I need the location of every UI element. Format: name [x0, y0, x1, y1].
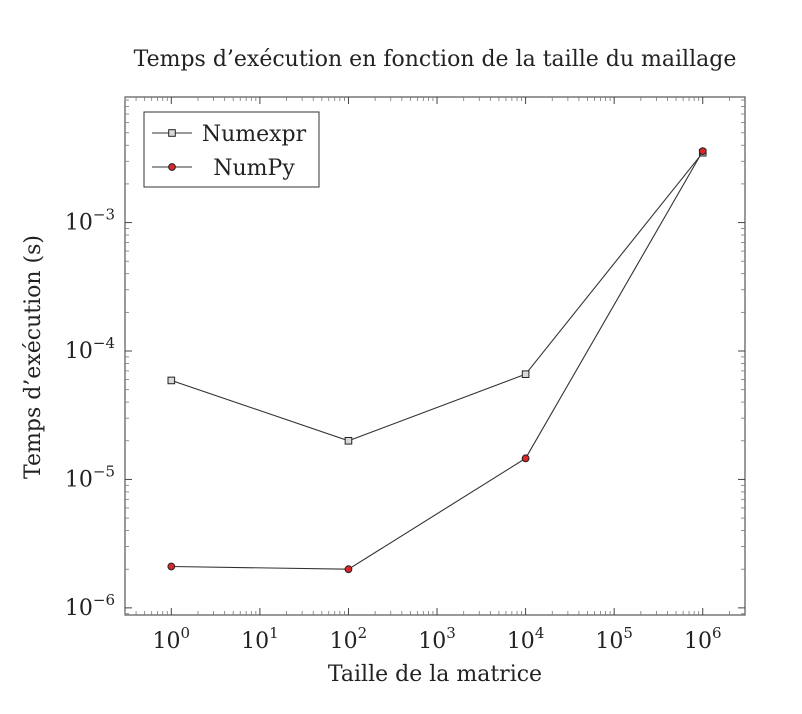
y-tick-label: 10−5 [65, 462, 115, 492]
x-axis-label: Taille de la matrice [328, 662, 542, 687]
x-tick-label: 100 [153, 624, 191, 654]
legend-label-numpy: NumPy [213, 156, 295, 181]
x-tick-label: 102 [330, 624, 368, 654]
y-tick-labels: 10−6 10−5 10−4 10−3 [65, 206, 115, 621]
legend-entries: Numexpr NumPy [152, 122, 307, 181]
legend-box [143, 111, 320, 188]
x-tick-label: 101 [241, 624, 279, 654]
x-tick-label: 106 [684, 624, 722, 654]
series-line-numpy [171, 150, 704, 570]
series-line-numexpr [171, 152, 704, 442]
x-tick-label: 103 [418, 624, 456, 654]
legend-label-numexpr: Numexpr [202, 122, 307, 147]
series-layer [167, 147, 707, 574]
legend-marker-numpy [168, 163, 176, 171]
y-tick-label: 10−6 [65, 591, 115, 621]
x-tick-labels: 100 101 102 103 104 105 106 [153, 624, 722, 654]
legend-marker-numexpr [168, 129, 176, 137]
legend: Numexpr NumPy [143, 111, 320, 188]
data-point-numpy [698, 147, 707, 156]
chart-title: Temps d’exécution en fonction de la tail… [134, 47, 737, 72]
x-tick-label: 104 [507, 624, 545, 654]
data-point-numpy [344, 565, 353, 574]
y-tick-label: 10−3 [65, 206, 115, 236]
data-point-numexpr [344, 436, 353, 445]
data-point-numexpr [521, 370, 530, 378]
minor-ticks [124, 97, 745, 615]
plot-area-frame [124, 96, 746, 616]
data-point-numpy [521, 454, 530, 463]
data-point-numexpr [167, 376, 176, 385]
major-ticks [125, 97, 745, 615]
y-axis-label: Temps d’exécution (s) [21, 235, 46, 479]
y-tick-label: 10−4 [65, 334, 115, 364]
x-tick-label: 105 [595, 624, 633, 654]
data-point-numpy [167, 562, 176, 571]
